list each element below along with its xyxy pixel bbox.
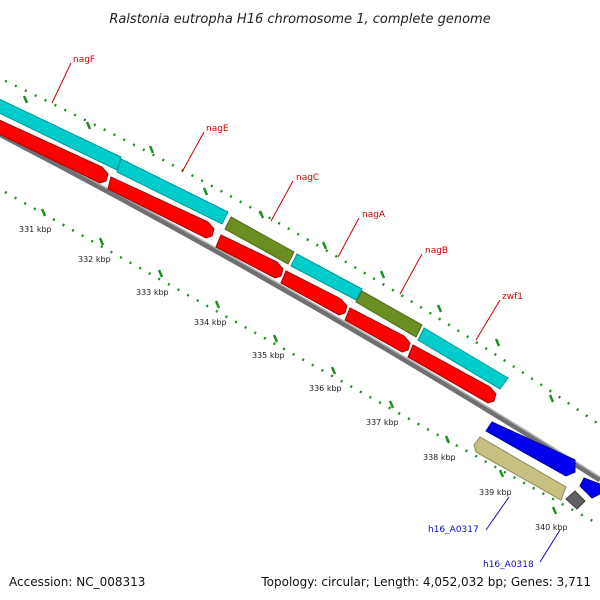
outer-major-tick [202,187,209,196]
genome-backbone [0,131,600,483]
cds-feature-zwf1[interactable] [417,327,509,390]
tick-label-340: 340 kbp [535,523,568,532]
other-strand-track [473,421,600,510]
outer-major-tick [379,270,386,279]
gene-arrow-nagF[interactable] [0,118,109,184]
outer-major-tick [494,338,501,347]
gene-label-h16-A0318[interactable]: h16_A0318 [483,560,534,570]
outer-major-tick [321,241,328,250]
leader-line-nagE [181,131,205,173]
gene-track [0,118,497,404]
tick-label-331: 331 kbp [19,225,52,234]
gene-arrow-zwf1[interactable] [407,344,497,404]
cds-feature-nagF[interactable] [0,97,122,171]
inner-major-ticks [40,208,558,515]
gene-arrow-nagE[interactable] [107,176,215,239]
outer-major-tick [548,394,555,403]
cds-track [0,97,509,390]
inner-major-tick [330,366,337,375]
outer-major-ticks [22,95,555,403]
inner-major-tick [40,208,47,217]
outer-major-tick [258,210,265,219]
tick-label-335: 335 kbp [252,351,285,360]
genome-summary-text: Topology: circular; Length: 4,052,032 bp… [260,575,591,589]
leader-line-h16-A0318 [539,529,561,563]
inner-major-tick [272,334,279,343]
outer-major-tick [436,304,443,313]
tick-label-339: 339 kbp [479,488,512,497]
gene-label-nagA[interactable]: nagA [362,210,386,220]
leader-line-zwf1 [475,299,501,341]
leader-line-nagC [270,180,294,222]
gene-label-nagE[interactable]: nagE [206,124,229,134]
inner-major-tick [388,400,395,409]
gene-labels: nagF nagE nagC nagA nagB zwf1 h16_A0317 … [51,55,561,570]
inner-major-tick [444,435,451,444]
cds-feature-h16-A0318[interactable] [565,490,586,510]
cds-feature-nagA[interactable] [290,253,363,301]
gene-arrow-h16-A0318[interactable] [579,477,600,499]
inner-tick-ring [4,190,600,527]
cds-feature-nagB[interactable] [355,290,423,338]
map-title: Ralstonia eutropha H16 chromosome 1, com… [109,12,490,27]
inner-major-tick [98,237,105,246]
outer-major-tick [148,145,155,154]
tick-label-338: 338 kbp [423,453,456,462]
cds-feature-h16-A0317[interactable] [473,436,567,501]
tick-label-332: 332 kbp [78,255,111,264]
gene-label-nagB[interactable]: nagB [425,246,448,256]
leader-line-nagA [337,217,360,258]
gene-arrow-nagB[interactable] [344,307,411,353]
inner-major-tick [551,506,558,515]
gene-label-h16-A0317[interactable]: h16_A0317 [428,525,479,535]
gene-arrow-h16-A0317[interactable] [485,421,576,477]
inner-major-tick [214,300,221,309]
leader-line-h16-A0317 [485,496,510,531]
leader-line-nagB [399,253,423,295]
tick-label-336: 336 kbp [309,384,342,393]
inner-major-tick [498,469,505,478]
outer-major-tick [22,95,29,104]
gene-label-zwf1[interactable]: zwf1 [502,292,523,302]
tick-label-334: 334 kbp [194,318,227,327]
gene-arrow-nagC[interactable] [215,234,284,279]
leader-line-nagF [51,62,72,104]
inner-major-tick [157,269,164,278]
gene-label-nagC[interactable]: nagC [296,173,319,183]
gene-arrow-nagA[interactable] [280,270,348,316]
gene-label-nagF[interactable]: nagF [73,55,95,65]
tick-label-337: 337 kbp [366,418,399,427]
cds-feature-nagE[interactable] [116,158,229,225]
outer-major-tick [85,121,92,130]
accession-text: Accession: NC_008313 [9,575,145,589]
tick-label-333: 333 kbp [136,288,169,297]
cds-feature-nagC[interactable] [224,216,295,265]
